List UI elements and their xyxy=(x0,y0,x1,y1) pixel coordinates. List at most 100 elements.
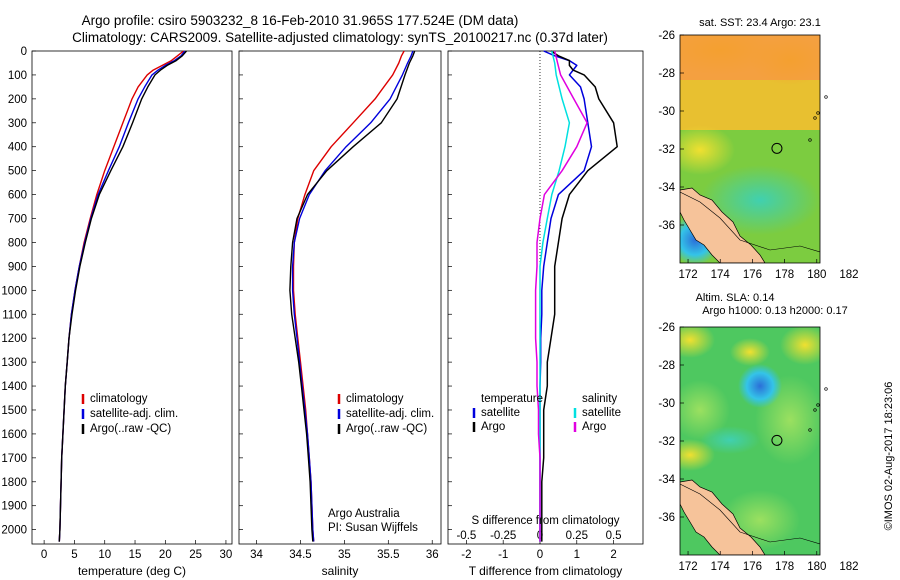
salinity-line-argo xyxy=(289,50,416,542)
temperature-legend-0-label: climatology xyxy=(90,393,148,405)
map-x-tick-label: 174 xyxy=(711,561,731,573)
x-tick-label: 1 xyxy=(574,549,580,561)
temperature-legend-1-label: satellite-adj. clim. xyxy=(90,408,178,420)
y-tick-label: 1500 xyxy=(1,405,27,417)
x-tick-label: 0 xyxy=(537,549,543,561)
y-tick-label: 100 xyxy=(8,70,27,82)
map-x-tick-label: 180 xyxy=(807,269,826,281)
figure-title-line2: Climatology: CARS2009. Satellite-adjuste… xyxy=(72,30,608,45)
x-tick-label: -2 xyxy=(461,549,471,561)
x-tick-label: 10 xyxy=(98,549,111,561)
y-tick-label: 1600 xyxy=(1,429,27,441)
y-tick-label: 0 xyxy=(21,46,27,58)
x-tick-label: 35.5 xyxy=(377,549,399,561)
y-tick-label: 700 xyxy=(8,214,27,226)
x-tick-label: 20 xyxy=(159,549,172,561)
salinity-xlabel: salinity xyxy=(322,564,359,578)
y-tick-label: 1800 xyxy=(1,477,27,489)
s-tick-label: -0.25 xyxy=(490,530,516,542)
map-y-tick-label: -28 xyxy=(658,360,675,372)
plot-frame xyxy=(31,50,233,545)
island-marker xyxy=(813,116,817,120)
salinity-legend-2-label: Argo(..raw -QC) xyxy=(346,423,427,435)
y-tick-label: 1900 xyxy=(1,501,27,513)
y-tick-label: 1100 xyxy=(2,309,27,321)
sst-map-axes: 172 174 176 178 180 182 -26 -28 -30 -32 -34 -36 xyxy=(658,30,858,281)
map-y-tick-label: -30 xyxy=(658,398,675,410)
credit-text: ©IMOS 02-Aug-2017 18:23:06 xyxy=(883,382,895,531)
x-tick-label: 0 xyxy=(41,549,47,561)
x-tick-label: 15 xyxy=(129,549,142,561)
difference-line-salinity-argo xyxy=(534,50,588,542)
temperature-legend-2-label: Argo(..raw -QC) xyxy=(90,423,171,435)
temperature-xlabel: temperature (deg C) xyxy=(78,564,186,578)
difference-line-temperature-satellite xyxy=(539,50,593,542)
y-tick-label: 1200 xyxy=(1,333,27,345)
map-y-tick-label: -28 xyxy=(658,68,675,80)
y-tick-label: 600 xyxy=(8,190,27,202)
plot-frame xyxy=(238,50,442,545)
y-tick-label: 1300 xyxy=(1,357,27,369)
temperature-panel: 0100200300400500600700800900100011001200… xyxy=(1,46,233,578)
x-tick-label: -1 xyxy=(498,549,508,561)
difference-xlabel: T difference from climatology xyxy=(469,564,623,578)
map-x-tick-label: 172 xyxy=(678,561,697,573)
sla-map-image xyxy=(680,327,820,555)
y-tick-label: 800 xyxy=(8,237,27,249)
sst-map-image xyxy=(680,35,820,263)
sla-map-title: Altim. SLA: 0.14 xyxy=(696,292,775,304)
argo-float-marker xyxy=(771,142,783,154)
map-x-tick-label: 172 xyxy=(678,269,697,281)
y-tick-label: 1000 xyxy=(1,285,27,297)
figure-title-line1: Argo profile: csiro 5903232_8 16-Feb-201… xyxy=(82,13,519,28)
x-tick-label: 34.5 xyxy=(289,549,311,561)
map-y-tick-label: -26 xyxy=(658,30,675,42)
map-x-tick-label: 176 xyxy=(743,269,762,281)
x-tick-label: 2 xyxy=(610,549,616,561)
y-tick-label: 500 xyxy=(8,166,27,178)
map-x-tick-label: 182 xyxy=(839,561,858,573)
island-marker xyxy=(808,138,812,142)
sst-map: sat. SST: 23.4 Argo: 23.1 172 174 176 178 18… xyxy=(658,17,858,281)
sla-map-subtitle: Argo h1000: 0.13 h2000: 0.17 xyxy=(702,305,848,317)
map-y-tick-label: -34 xyxy=(658,474,675,486)
island-marker xyxy=(816,111,820,115)
map-y-tick-label: -32 xyxy=(658,144,675,156)
y-tick-label: 400 xyxy=(8,142,27,154)
x-tick-label: 35 xyxy=(338,549,351,561)
x-tick-label: 34 xyxy=(250,549,263,561)
salinity-line-satellite xyxy=(291,50,414,542)
map-x-tick-label: 178 xyxy=(775,269,794,281)
map-x-tick-label: 178 xyxy=(775,561,794,573)
sst-map-title: sat. SST: 23.4 Argo: 23.1 xyxy=(699,17,821,29)
difference-xlabel-top: S difference from climatology xyxy=(471,515,619,527)
x-tick-label: 30 xyxy=(220,549,233,561)
x-tick-label: 5 xyxy=(71,549,77,561)
x-tick-label: 36 xyxy=(426,549,439,561)
island-marker xyxy=(824,387,828,391)
island-marker xyxy=(824,95,828,99)
map-x-tick-label: 180 xyxy=(807,561,826,573)
y-tick-label: 200 xyxy=(8,94,27,106)
x-tick-label: 25 xyxy=(189,549,202,561)
map-y-tick-label: -30 xyxy=(658,106,675,118)
y-tick-label: 300 xyxy=(8,118,27,130)
salinity-annotation-line1: Argo Australia xyxy=(328,508,400,520)
s-tick-label: 0.5 xyxy=(606,530,622,542)
island-marker xyxy=(813,408,817,412)
map-y-tick-label: -26 xyxy=(658,322,675,334)
difference-legend-t-satellite-label: satellite xyxy=(481,407,520,419)
difference-line-temperature-argo xyxy=(541,50,618,542)
salinity-legend-1-label: satellite-adj. clim. xyxy=(346,408,434,420)
argo-float-marker xyxy=(771,434,783,446)
salinity-panel: 34 34.5 35 35.5 36 salinity climatology satelli… xyxy=(238,50,442,578)
difference-legend-s-satellite-label: satellite xyxy=(582,407,621,419)
y-tick-label: 900 xyxy=(8,261,27,273)
salinity-legend-0-label: climatology xyxy=(346,393,404,405)
map-y-tick-label: -36 xyxy=(658,220,675,232)
island-marker xyxy=(816,403,820,407)
map-y-tick-label: -36 xyxy=(658,512,675,524)
map-x-tick-label: 176 xyxy=(743,561,762,573)
